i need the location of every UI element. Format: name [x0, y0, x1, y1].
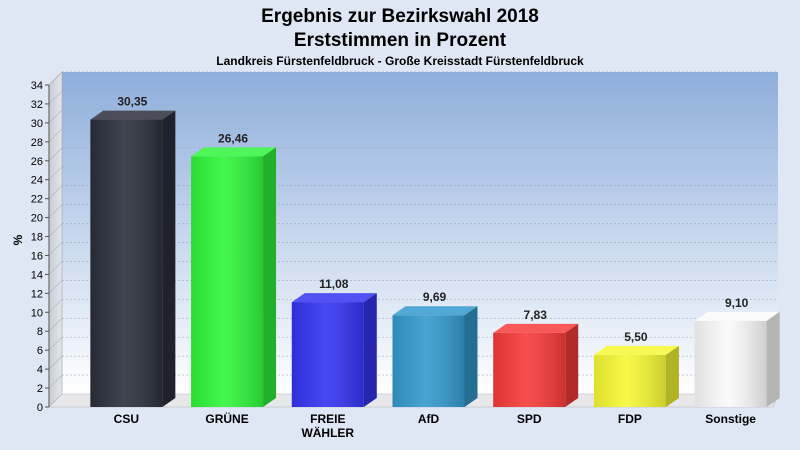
bar-value-label: 26,46 — [218, 131, 248, 145]
bar-fdp: 5,50 — [593, 330, 679, 407]
y-tick-label: 28 — [31, 137, 43, 149]
gridline-side — [48, 166, 63, 180]
y-tick-label: 30 — [31, 118, 43, 130]
y-tick-label: 6 — [37, 345, 43, 357]
bar-front-shading — [90, 119, 163, 407]
bar-value-label: 7,83 — [524, 308, 548, 322]
y-tick-label: 2 — [37, 383, 43, 395]
y-tick-label: 18 — [31, 232, 43, 244]
x-tick-label: Sonstige — [705, 412, 756, 426]
bar-top — [291, 293, 377, 303]
gridline-side — [48, 71, 63, 86]
y-tick-label: 26 — [31, 156, 43, 168]
x-tick-label: SPD — [517, 412, 542, 426]
y-tick-label: 34 — [31, 80, 43, 92]
bar-sonstige: 9,10 — [694, 296, 780, 407]
bar-front-shading — [291, 302, 364, 407]
x-axis: CSU GRÜNE FREIE WÄHLER AfD SPD FDP Sonstige — [114, 411, 757, 440]
bar-side — [162, 110, 176, 407]
bar-csu: 30,35 — [90, 95, 176, 407]
gridline-side — [48, 223, 63, 237]
bar-value-label: 30,35 — [117, 95, 147, 109]
y-tick-label: 20 — [31, 213, 43, 225]
bars: 30,35 26,46 11,08 9,69 7,83 5,50 9,10 — [90, 95, 780, 407]
bar-afd: 9,69 — [392, 290, 478, 407]
bar-value-label: 9,69 — [423, 290, 447, 304]
bar-side — [263, 147, 277, 407]
bar-value-label: 11,08 — [319, 277, 349, 291]
bar-side — [363, 293, 377, 407]
chart-title: Ergebnis zur Bezirkswahl 2018 — [261, 6, 539, 27]
gridline-side — [48, 374, 63, 389]
bar-value-label: 5,50 — [624, 330, 648, 344]
gridline-side — [48, 90, 63, 105]
y-tick-label: 10 — [31, 307, 43, 319]
bar-top — [493, 323, 579, 333]
y-axis-label: % — [11, 234, 25, 245]
bar-value-label: 9,10 — [725, 296, 749, 310]
bar-front-shading — [191, 156, 264, 407]
y-tick-label: 0 — [37, 402, 43, 414]
bar-top — [694, 311, 780, 321]
gridline-side — [48, 299, 63, 313]
y-tick-label: 22 — [31, 194, 43, 206]
gridline-side — [48, 280, 63, 294]
gridline-side — [48, 204, 63, 218]
gridline-side — [48, 261, 63, 275]
gridline-side — [48, 128, 63, 143]
y-tick-label: 16 — [31, 250, 43, 262]
plot-side-wall — [48, 71, 63, 408]
y-tick-label: 32 — [31, 99, 43, 111]
x-tick-label: GRÜNE — [205, 411, 248, 426]
gridline-side — [48, 336, 63, 351]
bar-top — [392, 306, 478, 316]
bar-front-shading — [694, 320, 767, 407]
x-tick-label: AfD — [418, 412, 440, 426]
bar-side — [565, 323, 579, 407]
bar-spd: 7,83 — [493, 308, 579, 407]
bar-front-shading — [392, 315, 465, 407]
x-tick-label: FDP — [618, 412, 642, 426]
x-tick-label: FREIE WÄHLER — [301, 412, 354, 440]
bar-freie-wähler: 11,08 — [291, 277, 377, 407]
y-tick-label: 12 — [31, 288, 43, 300]
gridline-side — [48, 355, 63, 370]
gridline-side — [48, 242, 63, 256]
chart-subtitle: Erststimmen in Prozent — [294, 30, 507, 51]
chart-subsubtitle: Landkreis Fürstenfeldbruck - Große Kreis… — [216, 54, 584, 68]
bar-top — [90, 110, 176, 120]
y-tick-label: 8 — [37, 326, 43, 338]
bar-front-shading — [593, 354, 666, 407]
gridline-side — [48, 109, 63, 124]
bar-grüne: 26,46 — [191, 131, 277, 407]
bar-side — [665, 345, 679, 407]
bar-side — [766, 311, 780, 407]
bar-top — [191, 147, 277, 157]
gridline-side — [48, 147, 63, 161]
y-tick-label: 4 — [37, 364, 43, 376]
bar-side — [464, 306, 478, 407]
y-tick-label: 24 — [31, 175, 43, 187]
gridline-side — [48, 318, 63, 332]
gridline-side — [48, 185, 63, 199]
y-tick-label: 14 — [31, 269, 43, 281]
bar-front-shading — [493, 332, 566, 407]
bar-top — [593, 345, 679, 355]
x-tick-label: CSU — [114, 412, 139, 426]
